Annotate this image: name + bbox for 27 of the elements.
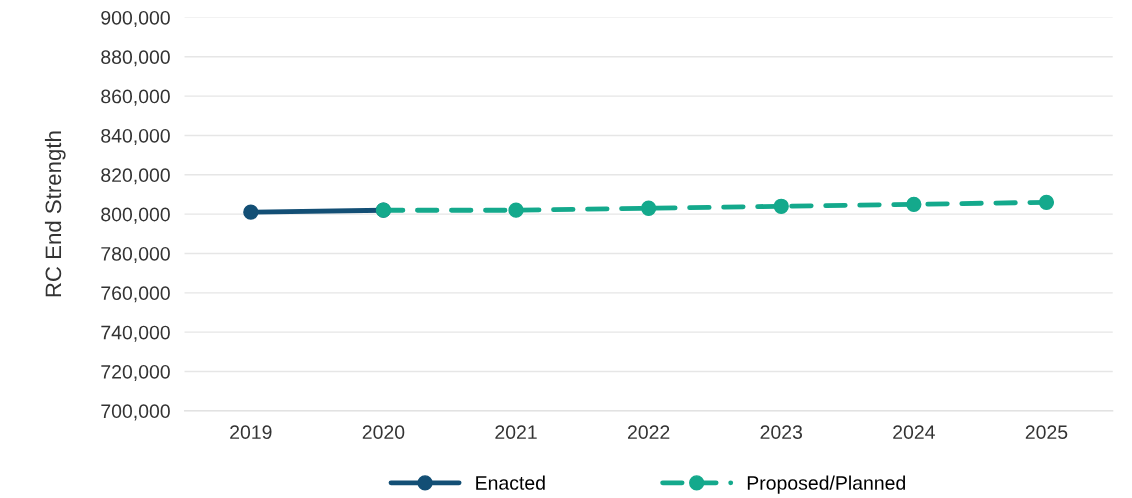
x-tick-label: 2021 (495, 425, 537, 440)
x-tick-label: 2019 (230, 425, 272, 440)
x-tick-label: 2023 (760, 425, 803, 440)
y-tick-label: 820,000 (101, 168, 170, 185)
y-axis-title: RC End Strength (44, 131, 66, 297)
legend-label: Enacted (476, 475, 545, 490)
point (906, 196, 922, 212)
y-tick-label: 880,000 (101, 50, 170, 67)
x-tick-label: 2024 (893, 425, 935, 440)
y-tick-label: 720,000 (101, 364, 170, 382)
y-tick-label: 860,000 (101, 89, 170, 106)
y-tick-label: 700,000 (101, 404, 170, 421)
x-tick-label: 2022 (627, 425, 670, 440)
y-tick-label: 760,000 (101, 286, 170, 303)
point (1038, 194, 1055, 210)
x-tick-label: 2025 (1025, 425, 1068, 440)
y-tick-label: 840,000 (101, 128, 170, 145)
point (773, 198, 789, 214)
y-tick-label: 740,000 (101, 325, 170, 342)
point (243, 204, 259, 220)
x-tick-label: 2020 (362, 425, 405, 440)
y-tick-label: 780,000 (101, 246, 170, 264)
point (508, 202, 524, 218)
y-tick-label: 800,000 (101, 207, 170, 224)
y-tick-label: 900,000 (101, 10, 170, 27)
point (640, 200, 657, 216)
legend-label: Proposed/Planned (747, 475, 906, 494)
